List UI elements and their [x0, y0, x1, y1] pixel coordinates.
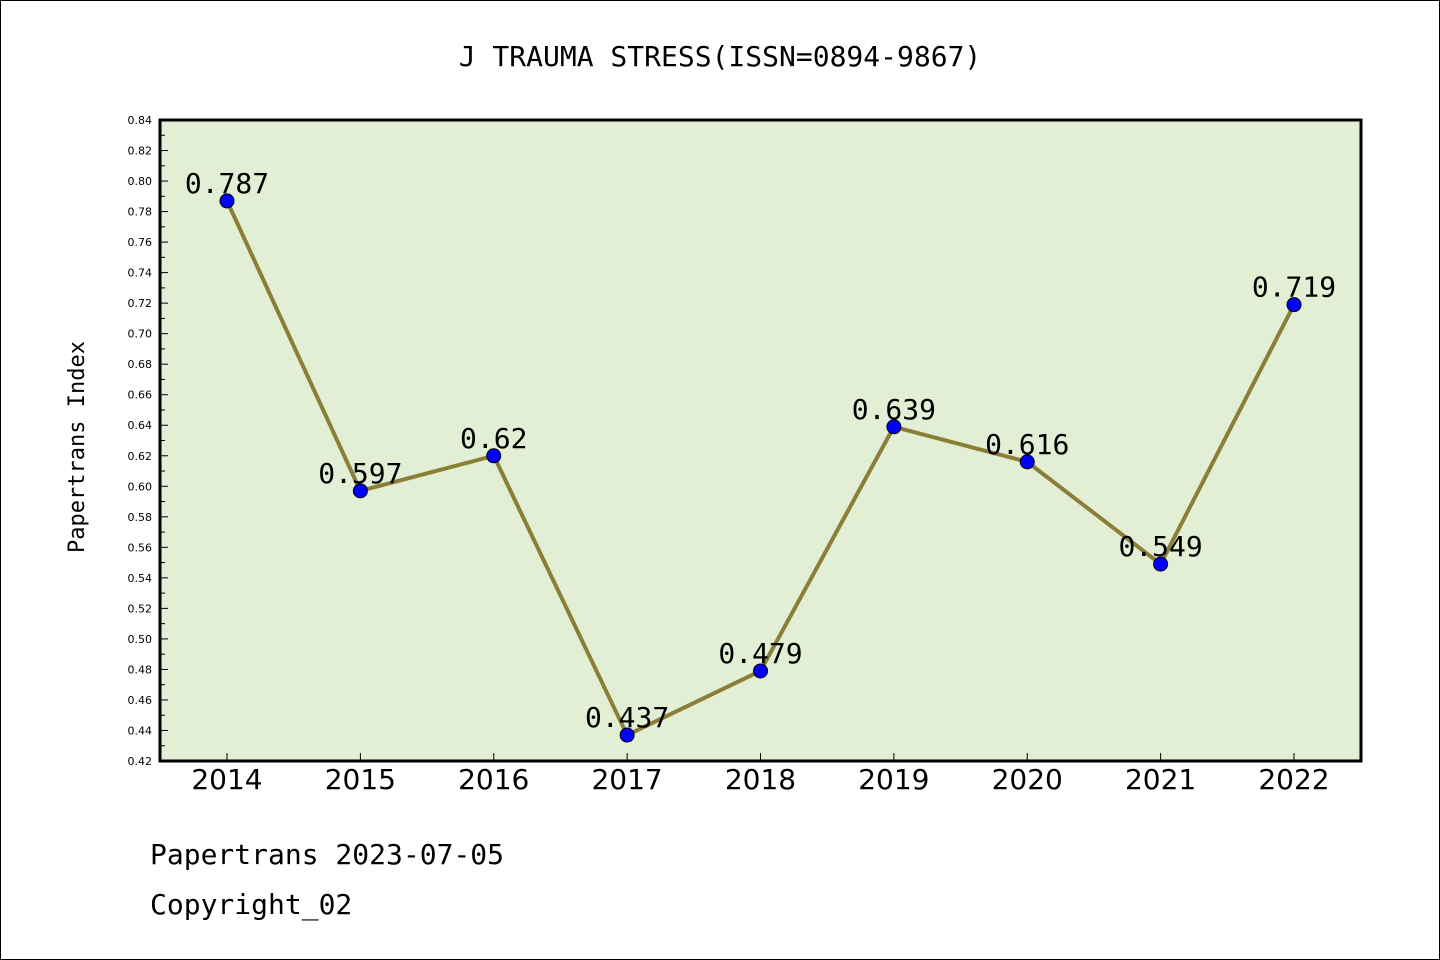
data-point — [886, 419, 902, 435]
x-tick-label: 2016 — [458, 763, 529, 796]
x-tick-label: 2019 — [858, 763, 929, 796]
y-tick-label: 0.70 — [128, 328, 153, 341]
chart-title: J TRAUMA STRESS(ISSN=0894-9867) — [459, 40, 982, 73]
data-label: 0.479 — [718, 637, 802, 670]
data-label: 0.616 — [985, 428, 1069, 461]
y-tick-label: 0.44 — [128, 724, 153, 737]
data-point — [1019, 454, 1035, 470]
data-point — [486, 448, 502, 464]
y-tick-label: 0.68 — [128, 358, 153, 371]
y-tick-label: 0.42 — [128, 755, 153, 768]
x-tick-label: 2018 — [725, 763, 796, 796]
footer-date: Papertrans 2023-07-05 — [150, 838, 504, 871]
y-axis: 0.42 0.44 0.46 0.48 0.50 0.52 0.54 0.56 0.58 0.60… — [128, 114, 168, 768]
y-tick-label: 0.64 — [128, 419, 153, 432]
y-tick-label: 0.46 — [128, 694, 153, 707]
x-tick-label: 2015 — [325, 763, 396, 796]
y-tick-label: 0.60 — [128, 480, 153, 493]
data-label: 0.597 — [318, 457, 402, 490]
x-tick-label: 2017 — [591, 763, 662, 796]
y-tick-label: 0.56 — [128, 541, 153, 554]
y-tick-label: 0.74 — [128, 267, 153, 280]
y-tick-label: 0.78 — [128, 206, 153, 219]
y-tick-label: 0.62 — [128, 450, 153, 463]
x-tick-label: 2014 — [191, 763, 262, 796]
data-label: 0.719 — [1252, 271, 1336, 304]
data-point — [219, 193, 235, 209]
y-tick-label: 0.54 — [128, 572, 153, 585]
y-tick-label: 0.84 — [128, 114, 153, 127]
data-label: 0.549 — [1118, 530, 1202, 563]
data-labels: 0.787 0.597 0.62 0.437 0.479 0.639 0.616 0.549 0… — [185, 167, 1336, 734]
y-tick-label: 0.76 — [128, 236, 153, 249]
data-point — [352, 483, 368, 499]
y-axis-label: Papertrans Index — [65, 341, 90, 553]
y-tick-label: 0.82 — [128, 145, 153, 158]
x-axis: 2014 2015 2016 2017 2018 2019 2020 2021 2022 — [191, 753, 1330, 796]
footer-copyright: Copyright_02 — [150, 888, 352, 922]
y-tick-label: 0.66 — [128, 389, 153, 402]
y-tick-label: 0.80 — [128, 175, 153, 188]
y-tick-label: 0.58 — [128, 511, 153, 524]
data-point — [1286, 297, 1302, 313]
data-point — [1153, 556, 1169, 572]
data-label: 0.437 — [585, 701, 669, 734]
y-tick-label: 0.48 — [128, 663, 153, 676]
data-point — [753, 663, 768, 679]
data-label: 0.787 — [185, 167, 269, 200]
y-tick-label: 0.50 — [128, 633, 153, 646]
x-tick-label: 2021 — [1125, 763, 1196, 796]
x-tick-label: 2020 — [992, 763, 1063, 796]
x-tick-label: 2022 — [1258, 763, 1329, 796]
data-point — [619, 727, 635, 743]
series-line-group — [219, 193, 1302, 743]
plot-area — [158, 118, 1363, 763]
y-tick-label: 0.52 — [128, 602, 153, 615]
data-label: 0.62 — [460, 422, 527, 455]
y-tick-label: 0.72 — [128, 297, 153, 310]
data-label: 0.639 — [852, 393, 936, 426]
